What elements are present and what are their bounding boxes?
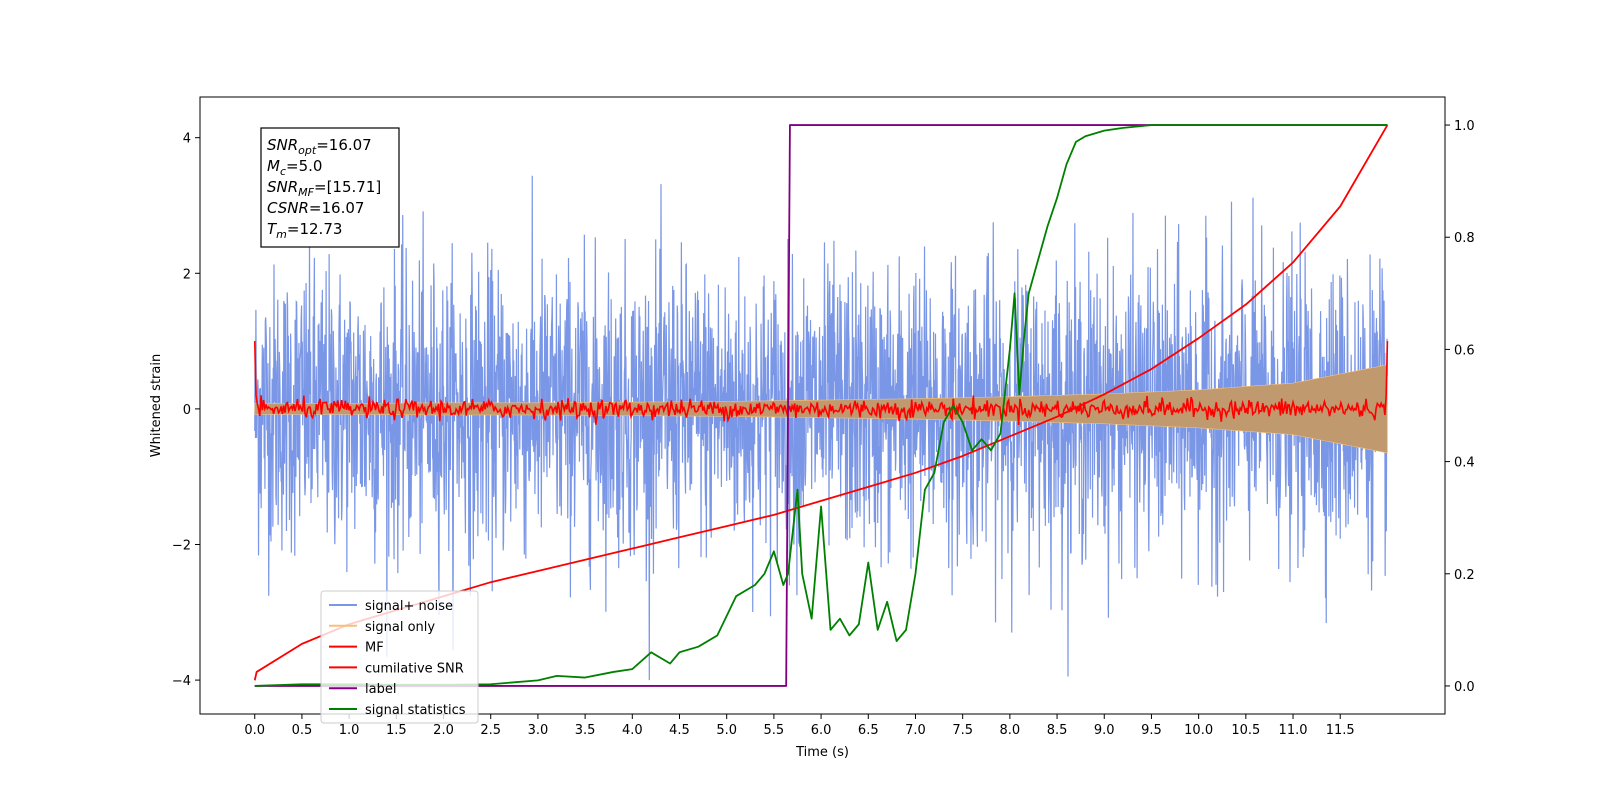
y-axis-right: 0.0 0.2 0.4 0.6 0.8 1.0	[1445, 119, 1475, 695]
x-tick-label: 2.0	[433, 723, 454, 738]
x-tick-label: 10.0	[1184, 723, 1213, 738]
x-axis-title: Time (s)	[795, 745, 849, 760]
stats-line-name: SNR	[267, 178, 298, 196]
x-tick-label: 8.5	[1047, 723, 1068, 738]
stats-line: Tm=12.73	[267, 220, 342, 241]
y-left-tick-label: −4	[172, 674, 191, 689]
stats-line-value: =[15.71]	[314, 178, 381, 196]
plot-frame	[199, 96, 1446, 715]
stats-line-value: =16.07	[309, 199, 365, 217]
x-tick-label: 5.5	[764, 723, 785, 738]
stats-line-subscript: opt	[298, 144, 317, 157]
legend-label: cumilative SNR	[365, 661, 464, 676]
x-tick-label: 6.5	[858, 723, 879, 738]
y-left-tick-label: 0	[183, 403, 191, 418]
stats-line-subscript: m	[276, 228, 287, 241]
x-tick-label: 9.5	[1141, 723, 1162, 738]
legend-label: signal+ noise	[365, 599, 453, 614]
x-tick-label: 1.0	[339, 723, 360, 738]
x-tick-label: 0.5	[292, 723, 313, 738]
mf-layer	[253, 341, 1389, 426]
signal-statistics-line	[254, 124, 1388, 687]
y-axis-left: −4 −2 0 2 4	[172, 132, 200, 689]
x-tick-label: 6.0	[811, 723, 832, 738]
legend-label: signal only	[365, 620, 435, 635]
x-tick-label: 8.0	[1000, 723, 1021, 738]
x-tick-label: 3.0	[528, 723, 549, 738]
y-right-tick-label: 0.8	[1454, 231, 1475, 246]
stats-line: SNRopt=16.07	[267, 136, 372, 157]
y-axis-title: Whitened strain	[149, 354, 164, 457]
stats-line: SNRMF=[15.71]	[267, 178, 381, 199]
x-tick-label: 3.5	[575, 723, 596, 738]
stats-line-subscript: MF	[298, 186, 314, 199]
stats-line-name: M	[267, 157, 280, 175]
x-tick-label: 5.0	[716, 723, 737, 738]
x-tick-label: 11.0	[1279, 723, 1308, 738]
x-tick-label: 1.5	[386, 723, 407, 738]
x-tick-label: 10.5	[1231, 723, 1260, 738]
signal-only-envelope	[254, 364, 1388, 454]
legend: signal+ noise signal only MF cumilative SNR…	[320, 590, 479, 724]
stats-line: Mc=5.0	[267, 157, 322, 178]
stats-line-value: =12.73	[287, 220, 343, 238]
stats-line-value: =5.0	[286, 157, 322, 175]
x-tick-label: 11.5	[1326, 723, 1355, 738]
x-tick-label: 2.5	[480, 723, 501, 738]
stats-line-name: T	[267, 220, 278, 238]
y-right-tick-label: 0.4	[1454, 456, 1475, 471]
stats-line-subscript: c	[280, 165, 286, 178]
stats-line-name: CSNR	[267, 199, 309, 217]
x-tick-label: 7.0	[905, 723, 926, 738]
y-left-tick-label: −2	[172, 538, 191, 553]
legend-label: label	[365, 682, 396, 697]
x-tick-label: 9.0	[1094, 723, 1115, 738]
y-left-tick-label: 4	[183, 132, 191, 147]
mf-line	[253, 341, 1389, 426]
stats-box-frame	[260, 127, 400, 248]
x-axis: 0.0 0.5 1.0 1.5 2.0 2.5 3.0 3.5 4.0 4.5 5.0 5.5 6.0 6…	[244, 714, 1355, 738]
stats-line: CSNR=16.07	[267, 199, 364, 217]
legend-label: MF	[365, 641, 384, 656]
stats-box: SNRopt=16.07Mc=5.0SNRMF=[15.71]CSNR=16.0…	[260, 127, 400, 248]
x-tick-label: 4.0	[622, 723, 643, 738]
stats-line-name: SNR	[267, 136, 298, 154]
label-line	[254, 124, 1388, 687]
signal-only-layer	[254, 364, 1388, 454]
legend-frame	[320, 590, 479, 724]
y-right-tick-label: 0.0	[1454, 680, 1475, 695]
y-right-tick-label: 0.2	[1454, 568, 1475, 583]
x-tick-label: 0.0	[244, 723, 265, 738]
stats-line-value: =16.07	[316, 136, 372, 154]
y-right-tick-label: 1.0	[1454, 119, 1475, 134]
y-left-tick-label: 2	[183, 267, 191, 282]
legend-label: signal statistics	[365, 703, 466, 718]
y-right-tick-label: 0.6	[1454, 343, 1475, 358]
x-tick-label: 4.5	[669, 723, 690, 738]
x-tick-label: 7.5	[952, 723, 973, 738]
